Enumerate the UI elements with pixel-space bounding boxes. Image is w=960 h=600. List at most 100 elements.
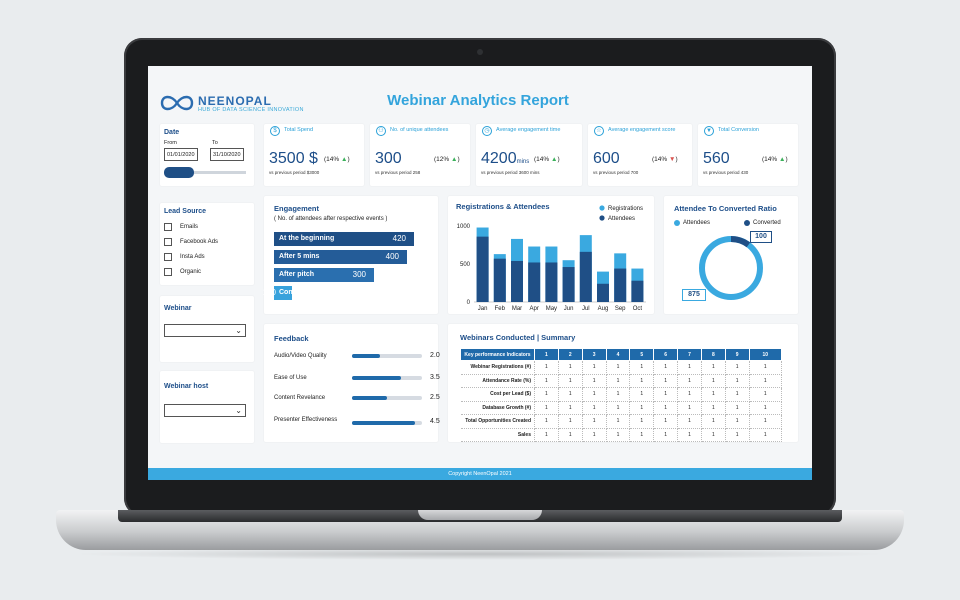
attendees-bar (631, 280, 644, 302)
kpi-change-pct: (14% (762, 156, 778, 163)
lead-source-option[interactable]: Organic (164, 268, 218, 276)
x-tick-label: Mar (512, 306, 522, 312)
lead-source-option[interactable]: Insta Ads (164, 253, 218, 261)
registrations-chart: 0 500 1000 Jan Feb Mar Apr May Jun Jul Aug Sep Oct Re… (457, 205, 646, 312)
lead-source-option[interactable]: Facebook Ads (164, 238, 218, 246)
date-slider-handle[interactable] (164, 167, 194, 178)
table-cell: 1 (606, 360, 631, 375)
date-filter-card: Date From To 01/01/2020 31/10/2020 (160, 124, 254, 186)
checkbox[interactable] (164, 223, 172, 231)
table-cell: 1 (749, 414, 783, 429)
feedback-fill (352, 396, 387, 400)
to-date-input[interactable]: 31/10/2020 (210, 148, 244, 161)
table-cell: 1 (653, 387, 679, 402)
kpi-card: ◷ Average engagement time 4200mins (14% … (476, 124, 582, 186)
checkbox[interactable] (164, 253, 172, 261)
lead-source-label: Lead Source (164, 208, 207, 215)
x-tick-label: Jan (478, 306, 488, 312)
table-cell: 1 (677, 387, 702, 402)
laptop-notch (418, 510, 542, 520)
feedback-value: 2.5 (430, 394, 440, 401)
table-cell: 1 (653, 428, 679, 442)
feedback-track (352, 376, 422, 380)
engagement-bar-label: After 5 mins (279, 253, 320, 260)
attendees-value-label: 875 (682, 289, 706, 301)
checkbox[interactable] (164, 238, 172, 246)
kpi-value-number: 4200 (481, 150, 517, 167)
table-header-cell: 7 (677, 348, 702, 361)
kpi-value-number: 600 (593, 150, 620, 167)
kpi-title: Average engagement score (608, 127, 676, 133)
feedback-track (352, 396, 422, 400)
clock-icon: ◷ (482, 126, 492, 136)
from-date-input[interactable]: 01/01/2020 (164, 148, 198, 161)
ratio-title: Attendee To Converted Ratio (674, 204, 777, 213)
x-tick-label: Jul (582, 306, 590, 312)
date-label: Date (164, 129, 180, 136)
summary-table: Key performance Indicators 1 2 3 4 5 6 7 8 9 10 Web… (460, 348, 783, 442)
legend-label: Attendees (683, 220, 711, 226)
funnel-icon: ▼ (704, 126, 714, 136)
lead-source-option-label: Organic (180, 269, 202, 275)
legend-dot-icon (599, 215, 605, 221)
webinar-select[interactable]: ⌄ (164, 324, 246, 337)
lead-source-option-label: Facebook Ads (180, 239, 219, 245)
table-cell: 1 (749, 401, 783, 415)
table-cell: 1 (677, 428, 702, 442)
table-row-label: Attendance Rate (%) (460, 374, 535, 388)
kpi-change: (14% ▲) (534, 156, 560, 163)
table-cell: 1 (677, 374, 702, 388)
dollar-icon: $ (270, 126, 280, 136)
table-header-cell: 6 (653, 348, 679, 361)
x-tick-label: Sep (615, 306, 626, 312)
footer: Copyright NeenOpal 2021 (148, 468, 812, 480)
legend-dot-icon (744, 220, 750, 226)
checkbox[interactable] (164, 268, 172, 276)
attendees-bar (614, 268, 627, 302)
kpi-change-pct: (14% (324, 156, 340, 163)
attendees-bar (545, 262, 558, 302)
table-cell: 1 (701, 401, 726, 415)
kpi-change: (14% ▼) (652, 156, 678, 163)
star-icon: ☆ (594, 126, 604, 136)
table-cell: 1 (534, 414, 559, 429)
table-cell: 1 (582, 387, 607, 402)
table-cell: 1 (677, 360, 702, 375)
engagement-card: Engagement ( No. of attendees after resp… (263, 196, 438, 314)
feedback-fill (352, 421, 415, 425)
kpi-previous: vs previous period $3000 (269, 170, 320, 175)
table-row-label: Total Opportunities Created (460, 414, 535, 429)
table-row-label: Cost per Lead ($) (460, 387, 535, 402)
engagement-bar: Conversion 100 (263, 286, 318, 300)
kpi-title: No. of unique attendees (390, 127, 449, 133)
table-cell: 1 (629, 414, 655, 429)
table-cell: 1 (653, 401, 679, 415)
ratio-card: Attendee To Converted Ratio Attendees Co… (664, 196, 798, 314)
date-slider-track[interactable] (164, 171, 246, 174)
table-cell: 1 (534, 360, 559, 375)
table-row-label: Sales (460, 428, 535, 442)
table-cell: 1 (629, 374, 655, 388)
table-cell: 1 (725, 428, 750, 442)
table-cell: 1 (725, 401, 750, 415)
table-cell: 1 (558, 414, 583, 429)
arrow-up-icon: ▲ (551, 156, 558, 163)
table-header-cell: 9 (724, 348, 750, 361)
webinar-host-select[interactable]: ⌄ (164, 404, 246, 417)
kpi-change-pct: (14% (652, 156, 668, 163)
table-cell: 1 (582, 401, 607, 415)
table-cell: 1 (606, 401, 631, 415)
kpi-value-number: 560 (703, 150, 730, 167)
page-title: Webinar Analytics Report (387, 92, 569, 109)
kpi-value-number: 3500 $ (269, 150, 318, 167)
table-cell: 1 (749, 428, 783, 442)
attendees-bar (597, 283, 609, 302)
lead-source-option[interactable]: Emails (164, 223, 218, 231)
chevron-down-icon: ⌄ (235, 406, 242, 415)
brand-logo: NEENOPAL HUB OF DATA SCIENCE INNOVATION (160, 90, 310, 118)
webinar-label: Webinar (164, 305, 192, 312)
table-cell: 1 (725, 387, 750, 402)
table-cell: 1 (629, 428, 655, 442)
infinity-logo-icon (160, 95, 194, 111)
table-cell: 1 (629, 401, 655, 415)
